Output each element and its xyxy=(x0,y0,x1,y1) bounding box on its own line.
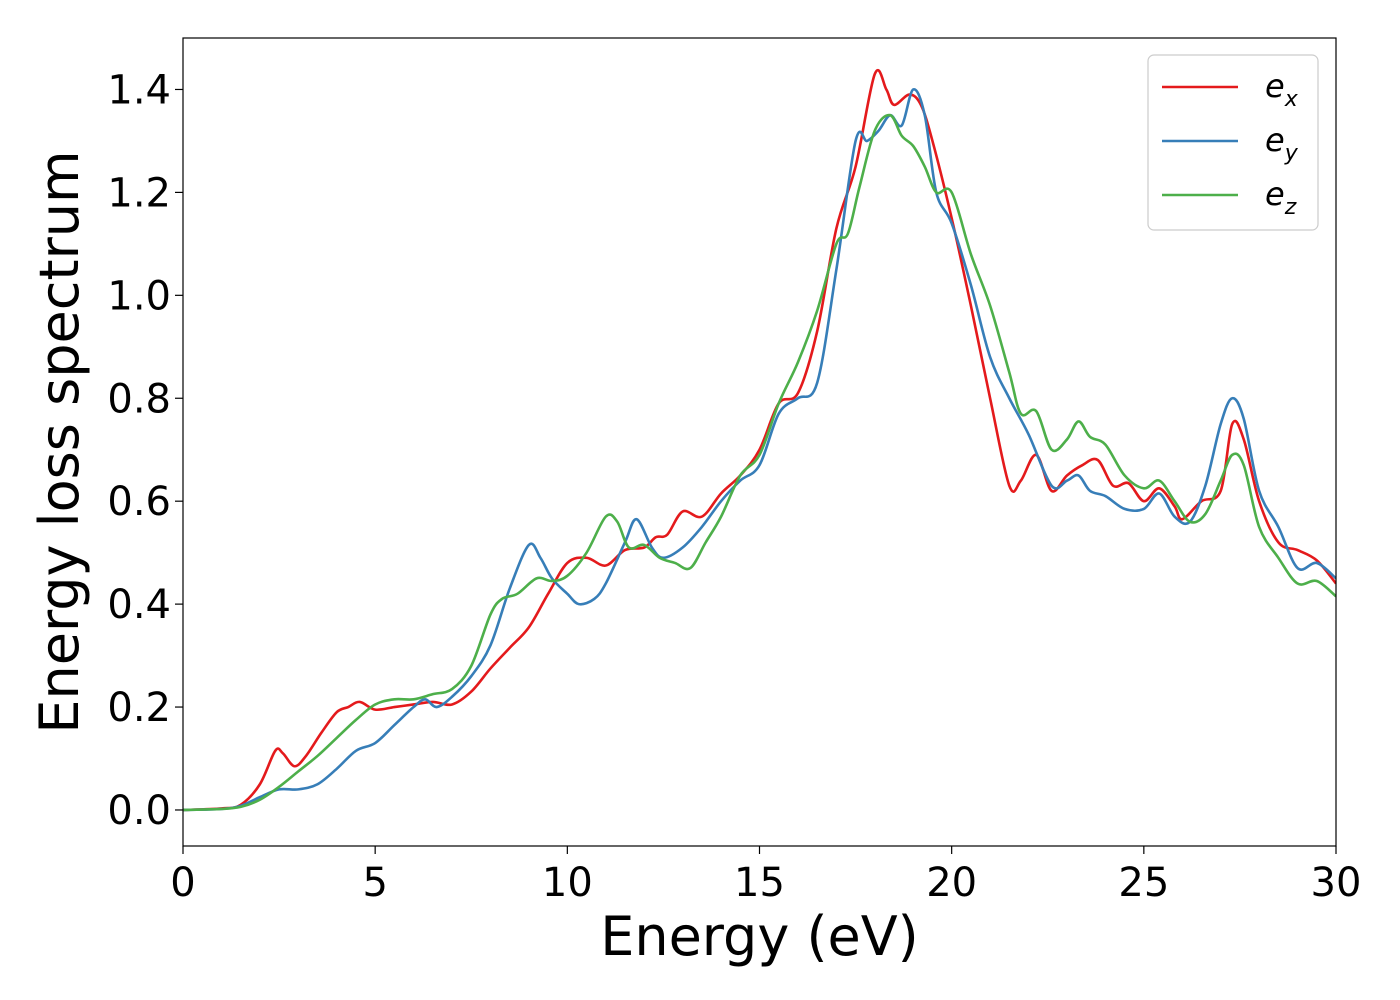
y-tick-label: 0.0 xyxy=(107,788,171,834)
series-line-z xyxy=(183,113,1336,812)
y-tick-label: 0.4 xyxy=(107,582,171,628)
series-line-x xyxy=(183,68,1336,812)
y-axis-ticks: 0.0 0.2 0.4 0.6 0.8 1.0 1.2 1.4 xyxy=(107,67,183,834)
legend-label-x: ex xyxy=(1265,67,1299,112)
legend: ex ey ez xyxy=(1147,54,1319,231)
y-tick-label: 0.6 xyxy=(107,479,171,525)
x-tick-label: 25 xyxy=(1118,860,1169,906)
x-tick-label: 10 xyxy=(542,860,593,906)
legend-label-z: ez xyxy=(1265,175,1297,220)
legend-box xyxy=(1147,54,1319,231)
x-tick-label: 0 xyxy=(170,860,195,906)
x-tick-label: 30 xyxy=(1311,860,1362,906)
x-tick-label: 5 xyxy=(362,860,387,906)
y-tick-label: 1.2 xyxy=(107,170,171,216)
y-tick-label: 0.2 xyxy=(107,685,171,731)
legend-label-y: ey xyxy=(1265,121,1299,166)
series-line-y xyxy=(183,88,1336,812)
y-tick-label: 1.4 xyxy=(107,67,171,113)
x-tick-label: 20 xyxy=(926,860,977,906)
x-tick-label: 15 xyxy=(734,860,785,906)
y-tick-label: 1.0 xyxy=(107,273,171,319)
y-axis-label: Energy loss spectrum xyxy=(28,150,91,733)
plot-frame xyxy=(182,37,1337,847)
series-lines xyxy=(183,68,1336,812)
y-tick-label: 0.8 xyxy=(107,376,171,422)
x-axis-label: Energy (eV) xyxy=(600,905,919,968)
x-axis-ticks: 0 5 10 15 20 25 30 xyxy=(170,846,1361,906)
